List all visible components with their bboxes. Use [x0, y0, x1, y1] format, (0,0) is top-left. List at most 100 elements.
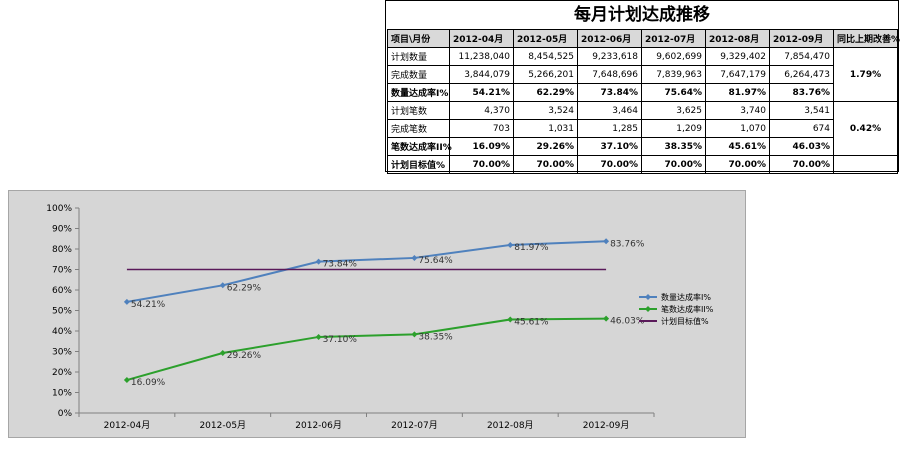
table-cell: 7,647,179 [705, 65, 770, 84]
data-point [123, 298, 130, 305]
table-row: 完成数量 3,844,079 5,266,201 7,648,696 7,839,963… [387, 65, 898, 84]
table-row: 完成笔数 703 1,031 1,285 1,209 1,070 674 [387, 119, 898, 138]
x-tick-label: 2012-04月 [104, 420, 151, 431]
header-cell: 2012-04月 [449, 29, 514, 48]
yoy-improvement-cell: 1.79% [833, 47, 898, 102]
empty-cell [833, 155, 898, 174]
table-cell: 70.00% [769, 155, 834, 174]
table-cell: 75.64% [641, 83, 706, 102]
data-point [411, 254, 418, 261]
row-label: 计划笔数 [387, 101, 450, 120]
table-cell: 9,233,618 [577, 47, 642, 66]
data-label: 16.09% [131, 378, 166, 388]
table-cell: 9,602,699 [641, 47, 706, 66]
table-cell: 45.61% [705, 137, 770, 156]
header-cell: 2012-08月 [705, 29, 770, 48]
header-cell: 2012-06月 [577, 29, 642, 48]
table-cell: 3,844,079 [449, 65, 514, 84]
monthly-plan-table-panel: 每月计划达成推移 项目\月份 2012-04月 2012-05月 2012-06… [385, 0, 900, 174]
table-cell: 7,854,470 [769, 47, 834, 66]
header-cell: 2012-09月 [769, 29, 834, 48]
data-point [219, 282, 226, 289]
yoy-improvement-cell: 0.42% [833, 101, 898, 156]
table-cell: 70.00% [577, 155, 642, 174]
legend-marker [645, 294, 651, 300]
y-tick-label: 80% [52, 245, 72, 255]
table-cell: 5,266,201 [513, 65, 578, 84]
table-cell: 73.84% [577, 83, 642, 102]
data-point [603, 238, 610, 245]
x-tick-label: 2012-08月 [487, 420, 534, 431]
y-tick-label: 90% [52, 225, 72, 235]
x-tick-label: 2012-05月 [199, 420, 246, 431]
row-label: 笔数达成率II% [387, 137, 452, 156]
table-cell: 38.35% [641, 137, 706, 156]
table-cell: 3,740 [705, 101, 770, 120]
data-label: 38.35% [418, 332, 453, 342]
data-label: 81.97% [514, 243, 549, 253]
table-cell: 6,264,473 [769, 65, 834, 84]
row-label: 完成数量 [387, 65, 450, 84]
y-tick-label: 100% [46, 204, 72, 214]
table-cell: 70.00% [641, 155, 706, 174]
table-cell: 1,031 [513, 119, 578, 138]
data-point [315, 258, 322, 265]
table-cell: 7,648,696 [577, 65, 642, 84]
x-tick-label: 2012-07月 [391, 420, 438, 431]
data-label: 45.61% [514, 317, 549, 327]
line-chart: 0% 10% 20% 30% 40% 50% 60% 70% 80% 90% 100% 2012-04… [46, 204, 713, 431]
table-row: 数量达成率I% 54.21% 62.29% 73.84% 75.64% 81.97% 83.… [387, 83, 898, 102]
table-cell: 9,329,402 [705, 47, 770, 66]
y-tick-label: 10% [52, 389, 72, 399]
data-label: 46.03% [610, 317, 645, 327]
table-cell: 70.00% [513, 155, 578, 174]
table-row: 计划目标值% 70.00% 70.00% 70.00% 70.00% 70.00% 70.0… [387, 155, 898, 174]
table-cell: 8,454,525 [513, 47, 578, 66]
header-cell: 项目\月份 [387, 29, 450, 48]
table-cell: 1,209 [641, 119, 706, 138]
y-tick-label: 50% [52, 307, 72, 317]
table-header-row: 项目\月份 2012-04月 2012-05月 2012-06月 2012-07… [387, 29, 900, 48]
x-tick-label: 2012-06月 [295, 420, 342, 431]
header-cell: 同比上期改善% [833, 29, 900, 48]
header-cell: 2012-05月 [513, 29, 578, 48]
y-tick-label: 60% [52, 286, 72, 296]
table-cell: 62.29% [513, 83, 578, 102]
legend-label: 数量达成率I% [661, 292, 711, 302]
table-cell: 54.21% [449, 83, 514, 102]
table-row: 计划数量 11,238,040 8,454,525 9,233,618 9,602,69… [387, 47, 898, 102]
row-label: 数量达成率I% [387, 83, 450, 102]
data-label: 73.84% [323, 260, 358, 270]
table-cell: 16.09% [449, 137, 514, 156]
table-cell: 46.03% [769, 137, 834, 156]
y-tick-label: 30% [52, 348, 72, 358]
data-label: 75.64% [418, 256, 453, 266]
table-cell: 83.76% [769, 83, 834, 102]
data-point [507, 316, 514, 323]
table-cell: 3,625 [641, 101, 706, 120]
x-tick-label: 2012-09月 [583, 420, 630, 431]
data-point [507, 241, 514, 248]
data-label: 62.29% [227, 283, 262, 293]
table-cell: 674 [769, 119, 834, 138]
data-point [123, 377, 130, 384]
data-point [219, 350, 226, 357]
data-label: 83.76% [610, 239, 645, 249]
table-cell: 37.10% [577, 137, 642, 156]
row-label: 完成笔数 [387, 119, 450, 138]
table-row: 计划笔数 4,370 3,524 3,464 3,625 3,740 3,541 0.42% [387, 101, 898, 156]
table-cell: 7,839,963 [641, 65, 706, 84]
table-cell: 703 [449, 119, 514, 138]
legend-marker [645, 306, 651, 312]
table-cell: 3,524 [513, 101, 578, 120]
table-cell: 3,464 [577, 101, 642, 120]
row-label: 计划数量 [387, 47, 450, 66]
table-cell: 70.00% [449, 155, 514, 174]
table-cell: 1,070 [705, 119, 770, 138]
data-point [315, 333, 322, 340]
data-label: 29.26% [227, 351, 262, 361]
data-point [411, 331, 418, 338]
legend-label: 计划目标值% [661, 316, 709, 326]
table-cell: 4,370 [449, 101, 514, 120]
y-tick-label: 0% [58, 409, 73, 419]
